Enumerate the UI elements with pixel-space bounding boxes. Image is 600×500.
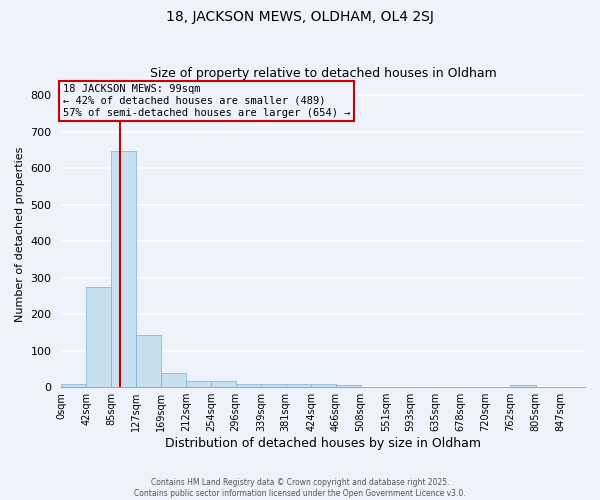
Title: Size of property relative to detached houses in Oldham: Size of property relative to detached ho… [150, 66, 497, 80]
Bar [211, 380, 236, 387]
Bar [61, 384, 86, 387]
Y-axis label: Number of detached properties: Number of detached properties [15, 146, 25, 322]
Bar [86, 287, 112, 387]
Bar [336, 386, 361, 387]
Text: Contains HM Land Registry data © Crown copyright and database right 2025.
Contai: Contains HM Land Registry data © Crown c… [134, 478, 466, 498]
Text: 18 JACKSON MEWS: 99sqm
← 42% of detached houses are smaller (489)
57% of semi-de: 18 JACKSON MEWS: 99sqm ← 42% of detached… [62, 84, 350, 117]
Bar [112, 150, 136, 387]
Bar [236, 384, 261, 387]
Bar [510, 386, 536, 387]
Bar [136, 336, 161, 387]
Text: 18, JACKSON MEWS, OLDHAM, OL4 2SJ: 18, JACKSON MEWS, OLDHAM, OL4 2SJ [166, 10, 434, 24]
Bar [186, 380, 211, 387]
Bar [311, 384, 336, 387]
Bar [261, 384, 286, 387]
Bar [286, 384, 311, 387]
Bar [161, 372, 186, 387]
X-axis label: Distribution of detached houses by size in Oldham: Distribution of detached houses by size … [165, 437, 481, 450]
